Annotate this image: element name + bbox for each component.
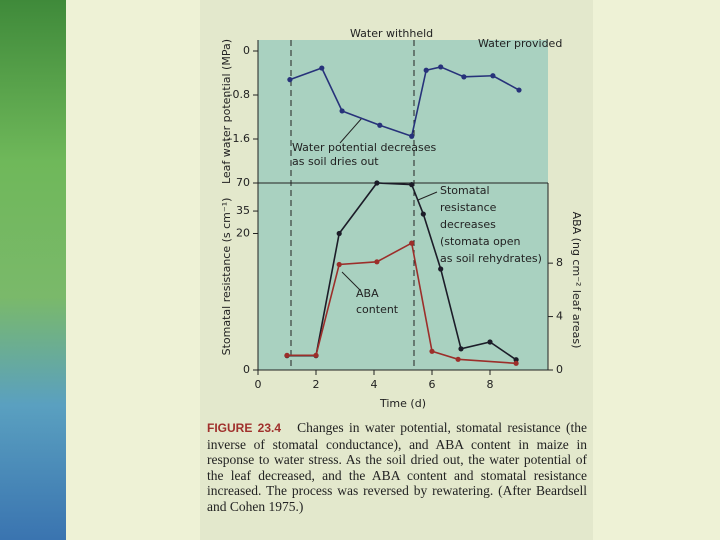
x-tick-label: 8: [487, 378, 494, 391]
y-axis-label: Leaf water potential (MPa): [220, 39, 233, 184]
annotation: content: [356, 303, 399, 316]
data-point: [516, 87, 522, 93]
y-tick-label: 70: [236, 176, 250, 189]
data-point: [513, 360, 519, 366]
y2-axis-label: ABA (ng cm⁻² leaf areas): [570, 212, 583, 349]
x-tick-label: 2: [313, 378, 320, 391]
x-tick-label: 0: [255, 378, 262, 391]
data-point: [438, 266, 444, 272]
x-axis-label: Time (d): [379, 397, 426, 410]
data-point: [284, 352, 290, 358]
annotation: (stomata open: [440, 235, 521, 248]
data-point: [490, 73, 496, 79]
data-point: [313, 352, 319, 358]
y2-tick-label: 4: [556, 310, 563, 323]
y-tick-label: –0.8: [227, 88, 250, 101]
data-point: [429, 348, 435, 354]
callout: [417, 191, 438, 201]
x-tick-label: 6: [429, 378, 436, 391]
y2-tick-label: 8: [556, 256, 563, 269]
data-point: [487, 339, 493, 345]
data-point: [374, 180, 380, 186]
annotation: as soil rehydrates): [440, 252, 542, 265]
data-point: [336, 261, 342, 268]
annotation: as soil dries out: [292, 155, 379, 168]
data-point: [423, 67, 429, 73]
data-point: [336, 230, 342, 237]
data-point: [319, 65, 325, 71]
y-tick-label: 0: [243, 363, 250, 376]
caption: FIGURE 23.4 Changes in water potential, …: [207, 420, 587, 514]
data-point: [409, 133, 415, 139]
series-line: [289, 66, 520, 138]
data-point: [287, 77, 293, 83]
annotation: Stomatal: [440, 184, 490, 197]
y-tick-label: 0: [243, 44, 250, 57]
data-point: [513, 357, 519, 363]
annotation: ABA: [356, 287, 379, 300]
data-point: [458, 346, 464, 352]
y-tick-label: 35: [236, 204, 250, 217]
annotation: resistance: [440, 201, 497, 214]
leaf-photo: [0, 0, 66, 540]
data-point: [339, 108, 345, 114]
series-line: [287, 241, 517, 365]
caption-text: Changes in water potential, stomatal res…: [207, 420, 587, 514]
annotation: Water withheld: [350, 27, 433, 40]
y2-tick-label: 0: [556, 363, 563, 376]
callout: [339, 117, 363, 144]
y-tick-label: 20: [236, 226, 250, 239]
data-point: [409, 240, 415, 246]
annotation: Water potential decreases: [292, 141, 437, 154]
data-point: [374, 259, 380, 265]
data-point: [461, 74, 467, 80]
figure-label: FIGURE 23.4: [207, 421, 282, 435]
data-point: [377, 122, 383, 128]
y-axis-label: Stomatal resistance (s cm⁻¹): [220, 198, 233, 356]
plot-area: [258, 40, 548, 370]
annotation: Water provided: [478, 37, 562, 50]
x-tick-label: 4: [371, 378, 378, 391]
annotation: decreases: [440, 218, 496, 231]
callout: [341, 271, 361, 291]
y-tick-label: –1.6: [227, 132, 250, 145]
data-point: [420, 211, 426, 217]
data-point: [438, 64, 444, 70]
series-line: [287, 182, 517, 361]
data-point: [409, 182, 415, 188]
data-point: [455, 356, 461, 362]
